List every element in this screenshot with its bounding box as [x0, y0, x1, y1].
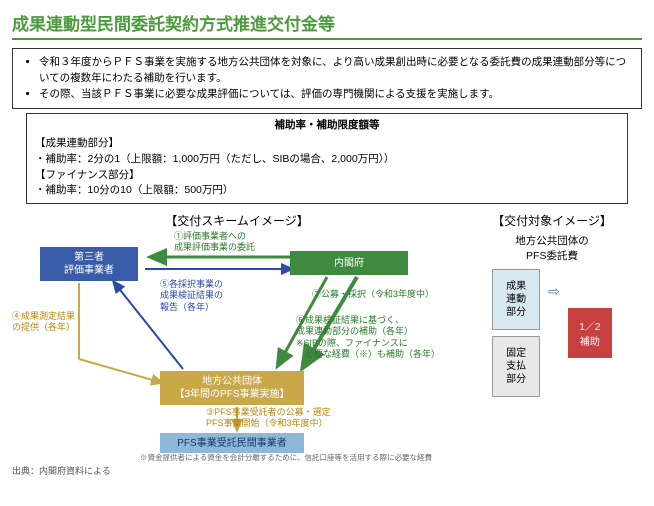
box-evaluator: 第三者評価事業者 [40, 247, 138, 281]
label-4: ④成果測定結果の提供（各年） [12, 311, 102, 334]
intro-bullet-2: その際、当該ＰＦＳ事業に必要な成果評価については、評価の専門機関による支援を実施… [39, 87, 633, 103]
cell-fixed: 固定支払部分 [492, 336, 540, 397]
rate-l2: ・補助率：10分の10（上限額：500万円） [35, 183, 619, 199]
label-2: ②公募・採択（令和3年度中） [312, 289, 434, 300]
box-cabinet: 内閣府 [290, 251, 408, 275]
intro-box: 令和３年度からＰＦＳ事業を実施する地方公共団体を対象に、より高い成果創出時に必要… [12, 48, 642, 109]
label-3: ③PFS事業受託者の公募・選定PFS事業開始（令和3年度中） [206, 407, 331, 430]
label-5: ⑤各採択事業の成果検証結果の報告（各年） [160, 279, 223, 313]
rate-l1: ・補助率：2分の1（上限額：1,000万円（ただし、SIBの場合、2,000万円… [35, 152, 619, 168]
label-6: ⑥成果検証結果に基づく、成果連動部分の補助（各年）※SIBの際、ファイナンスに … [296, 315, 436, 360]
footnote: ※資金提供者による資金を会計分離するために、信託口座等を活用する際に必要な経費 [140, 453, 432, 462]
rate-title: 補助率・補助限度額等 [35, 118, 619, 134]
arrow-icon: ⇨ [548, 283, 560, 300]
box-pfs-operator: PFS事業受託民間事業者 [160, 433, 304, 453]
box-local-gov: 地方公共団体【3年間のPFS事業実施】 [160, 371, 304, 405]
cell-linked: 成果連動部分 [492, 269, 540, 330]
rate-h1: 【成果連動部分】 [35, 136, 619, 152]
source-text: 出典：内閣府資料による [12, 464, 642, 477]
target-title: 【交付対象イメージ】 [462, 212, 642, 229]
intro-bullet-1: 令和３年度からＰＦＳ事業を実施する地方公共団体を対象に、より高い成果創出時に必要… [39, 55, 633, 87]
rate-box: 補助率・補助限度額等 【成果連動部分】 ・補助率：2分の1（上限額：1,000万… [26, 113, 628, 204]
target-head: 地方公共団体のPFS委託費 [462, 233, 642, 263]
scheme-diagram: 第三者評価事業者 内閣府 地方公共団体【3年間のPFS事業実施】 PFS事業受託… [12, 229, 462, 454]
subsidy-box: 1／2補助 [568, 308, 612, 358]
page-title: 成果連動型民間委託契約方式推進交付金等 [12, 10, 642, 40]
target-diagram: 地方公共団体のPFS委託費 成果連動部分 固定支払部分 ⇨ 1／2補助 [462, 229, 642, 454]
scheme-title: 【交付スキームイメージ】 [12, 212, 462, 229]
label-1: ①評価事業者への成果評価事業の委託 [174, 231, 255, 254]
rate-h2: 【ファイナンス部分】 [35, 168, 619, 184]
